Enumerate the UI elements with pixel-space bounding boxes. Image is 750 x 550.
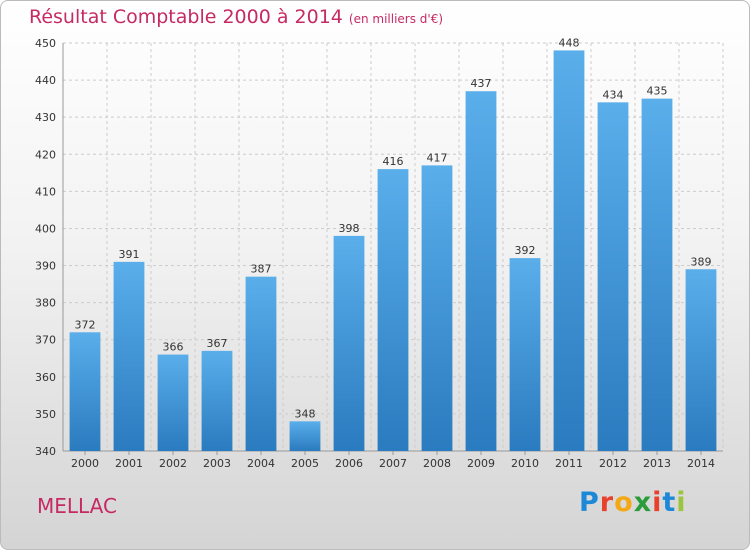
x-tick-label: 2012 — [599, 457, 627, 470]
x-tick-label: 2010 — [511, 457, 539, 470]
bar-value-label: 372 — [75, 318, 96, 331]
chart-title: Résultat Comptable 2000 à 2014 (en millie… — [29, 6, 443, 28]
bar — [289, 421, 321, 451]
logo-letter: o — [614, 487, 634, 518]
x-tick-labels: 2000 2001 2002 2003 2004 2005 2006 2007 2008 2009… — [71, 457, 715, 470]
y-tick-labels: 340 350 360 370 380 390 400 410 420 430 440 450 — [35, 37, 56, 458]
bar-value-label: 437 — [471, 77, 492, 90]
x-tick-label: 2009 — [467, 457, 495, 470]
bar-value-label: 434 — [603, 88, 624, 101]
bar-value-label: 392 — [515, 244, 536, 257]
bar-value-label: 448 — [559, 36, 580, 49]
bar-value-label: 366 — [163, 341, 184, 354]
y-tick-label: 400 — [35, 222, 56, 235]
x-tick-label: 2000 — [71, 457, 99, 470]
logo-letter: i — [676, 487, 687, 518]
bar-value-label: 416 — [383, 155, 404, 168]
proxiti-logo[interactable]: Proxiti — [579, 487, 687, 518]
y-tick-label: 360 — [35, 371, 56, 384]
bar — [553, 50, 585, 451]
y-tick-label: 440 — [35, 74, 56, 87]
bar — [465, 91, 497, 451]
bar-value-label: 348 — [295, 407, 316, 420]
bars — [69, 50, 717, 452]
y-tick-label: 420 — [35, 148, 56, 161]
chart-unit: (en milliers d'€) — [348, 12, 444, 26]
y-tick-label: 430 — [35, 111, 56, 124]
y-tick-label: 350 — [35, 408, 56, 421]
bar — [421, 165, 453, 451]
logo-letter: x — [633, 487, 653, 518]
bar-value-label: 387 — [251, 263, 272, 276]
bar — [597, 102, 629, 451]
x-tick-label: 2005 — [291, 457, 319, 470]
x-tick-label: 2003 — [203, 457, 231, 470]
y-tick-label: 390 — [35, 260, 56, 273]
y-tick-label: 410 — [35, 185, 56, 198]
value-labels: 372 391 366 367 387 348 398 416 417 437 392 448 434 4… — [75, 36, 712, 420]
chart-title-text: Résultat Comptable 2000 à 2014 — [29, 6, 343, 28]
bar — [201, 350, 233, 451]
bar-value-label: 398 — [339, 222, 360, 235]
town-name: MELLAC — [37, 494, 117, 518]
bar — [245, 276, 277, 451]
y-tick-label: 380 — [35, 297, 56, 310]
bar — [377, 169, 409, 452]
x-tick-label: 2002 — [159, 457, 187, 470]
x-tick-label: 2001 — [115, 457, 143, 470]
bar-value-label: 435 — [647, 85, 668, 98]
bar-value-label: 417 — [427, 151, 448, 164]
bar — [333, 235, 365, 451]
x-tick-label: 2014 — [687, 457, 715, 470]
x-tick-label: 2008 — [423, 457, 451, 470]
bar-value-label: 367 — [207, 337, 228, 350]
logo-letter: r — [599, 487, 615, 518]
x-tick-label: 2013 — [643, 457, 671, 470]
x-tick-label: 2011 — [555, 457, 583, 470]
bar — [157, 354, 189, 451]
x-tick-label: 2007 — [379, 457, 407, 470]
bar — [641, 98, 673, 452]
x-tick-label: 2006 — [335, 457, 363, 470]
y-tick-label: 370 — [35, 334, 56, 347]
bar — [685, 269, 717, 451]
bar-value-label: 391 — [119, 248, 140, 261]
logo-letter: t — [662, 487, 677, 518]
bar — [509, 258, 541, 451]
bar — [113, 261, 145, 451]
y-tick-label: 340 — [35, 445, 56, 458]
bar-value-label: 389 — [691, 255, 712, 268]
y-tick-label: 450 — [35, 37, 56, 50]
x-tick-label: 2004 — [247, 457, 275, 470]
logo-letter: P — [579, 487, 600, 518]
bar — [69, 332, 101, 451]
logo-letter: i — [652, 487, 663, 518]
